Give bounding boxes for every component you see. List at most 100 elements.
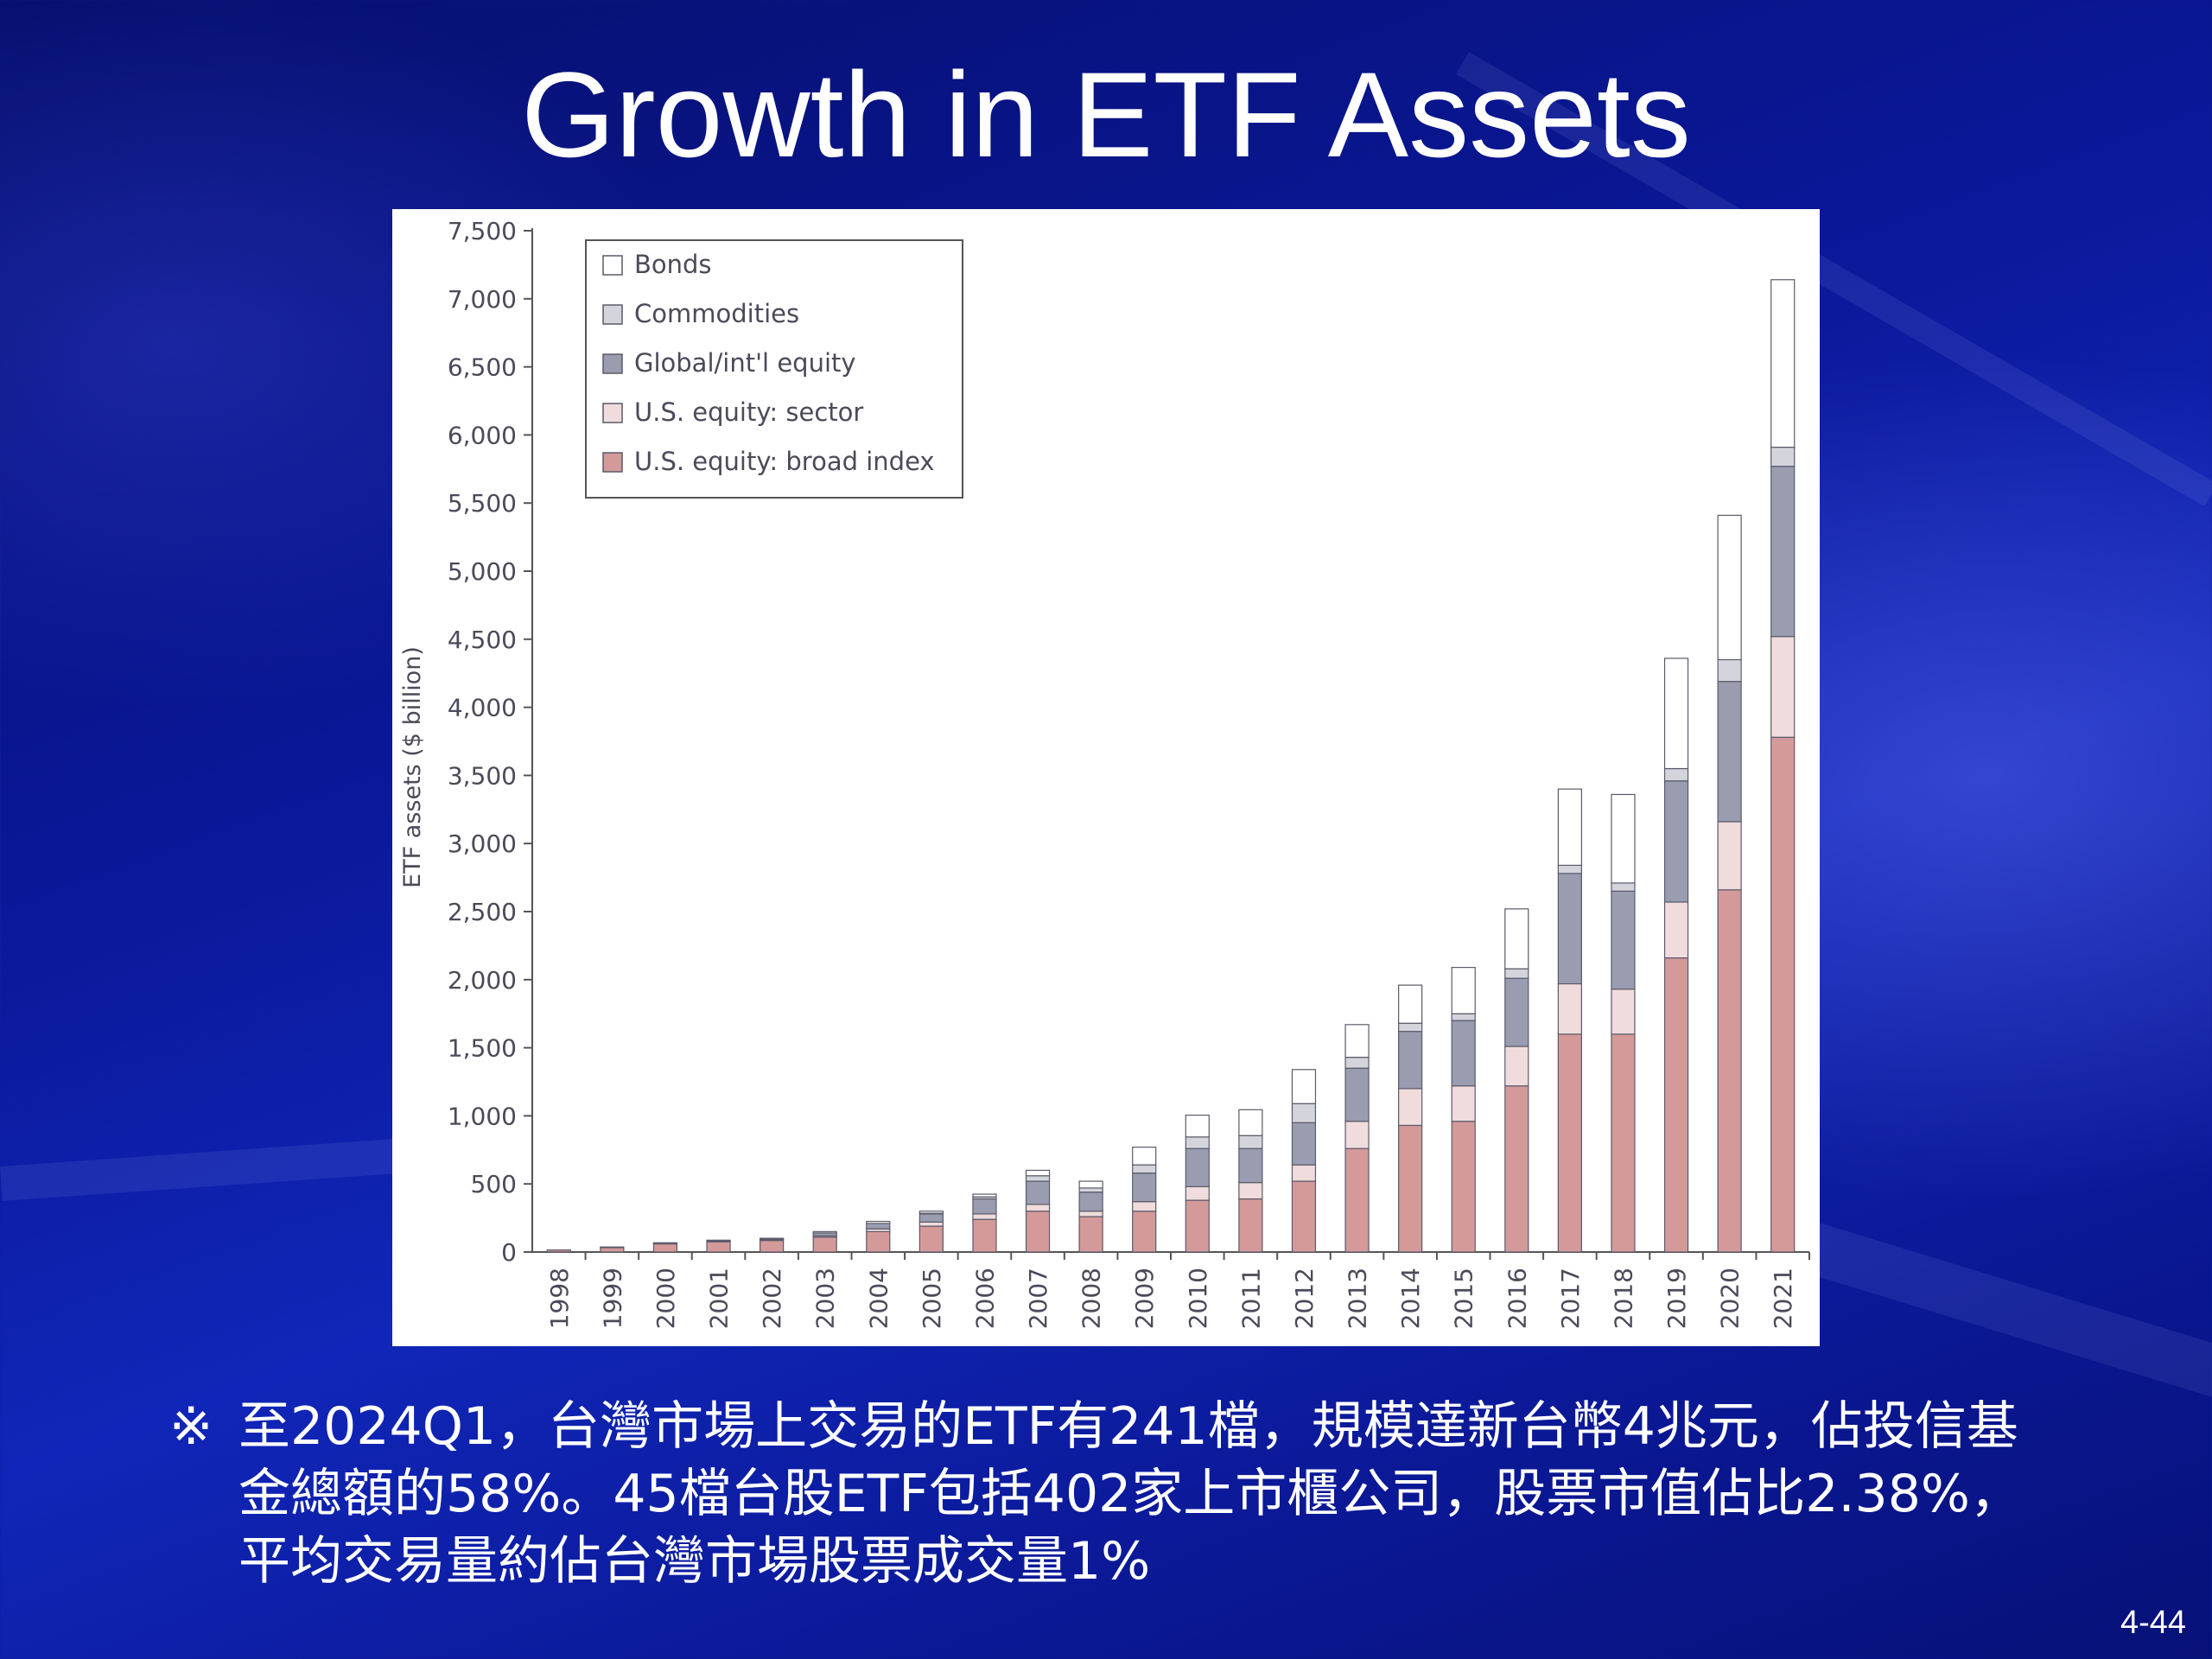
x-tick-label: 2009 [1130,1268,1159,1329]
bar-segment [1398,1124,1423,1253]
bar-segment [1398,1022,1423,1033]
footnote: ※ 至2024Q1，台灣市場上交易的ETF有241檔，規模達新台幣4兆元，佔投信… [169,1393,2027,1595]
bar-segment [1078,1180,1103,1189]
y-tick-label: 1,000 [448,1102,517,1130]
bar-segment [1717,658,1742,683]
bar-segment [706,1239,731,1242]
x-tick-label: 2001 [705,1268,734,1329]
bar-segment [760,1240,785,1253]
bar-segment [1557,873,1582,985]
bar-segment [1185,1147,1210,1187]
bar-segment [918,1225,944,1253]
bar-segment [1398,1031,1423,1090]
bar-segment [812,1230,837,1234]
x-tick-label: 2018 [1609,1268,1637,1329]
legend-box [585,239,963,499]
bar-segment [1025,1180,1051,1205]
bar-segment [1025,1211,1051,1253]
bar-segment [1663,767,1689,782]
bar-segment [866,1220,891,1224]
bar-segment [918,1211,944,1214]
legend-label: Commodities [634,299,799,328]
legend-label: Global/int'l equity [634,348,856,378]
y-tick-label: 6,500 [448,353,517,382]
bar-segment [1557,864,1582,874]
bar-segment [1291,1164,1317,1182]
x-tick-label: 2005 [918,1268,946,1329]
x-tick-label: 2017 [1556,1268,1585,1329]
bar-segment [1185,1199,1210,1253]
bar-segment [1611,988,1636,1035]
bar-series [546,279,1796,1253]
bar-segment [1291,1103,1317,1123]
bar-segment [1078,1211,1103,1217]
bar-segment [1451,1085,1476,1122]
bar-segment [918,1221,944,1227]
footnote-text: 至2024Q1，台灣市場上交易的ETF有241檔，規模達新台幣4兆元，佔投信基金… [238,1396,2022,1592]
bar-segment [600,1246,625,1249]
legend: Bonds Commodities Global/int'l equity U.S. … [585,239,963,499]
bar-segment [760,1237,785,1240]
x-tick-label: 2012 [1290,1268,1319,1329]
bar-segment [1717,681,1742,823]
bar-segment [1132,1211,1157,1253]
bar-segment [812,1236,837,1253]
bar-segment [1663,658,1689,770]
bar-segment [1291,1180,1317,1253]
x-tick-label: 2013 [1344,1268,1372,1329]
x-tick-label: 2010 [1184,1268,1212,1329]
bar-segment [1770,636,1796,738]
bar-segment [1025,1204,1051,1212]
legend-swatch [602,403,623,423]
bar-segment [1717,821,1742,891]
bar-segment [1132,1172,1157,1203]
bar-segment [1344,1121,1370,1149]
x-tick-label: 2020 [1716,1268,1745,1329]
bar-segment [652,1243,678,1253]
bar-segment [1078,1192,1103,1212]
bar-segment [546,1249,571,1253]
bar-segment [1663,780,1689,903]
bar-segment [1557,1033,1582,1253]
x-tick-label: 2007 [1024,1268,1052,1329]
x-tick-label: 2008 [1077,1268,1106,1329]
bar-segment [1025,1175,1051,1182]
legend-swatch [602,452,623,473]
bar-segment [1344,1147,1370,1253]
chart-panel: 0 500 1,000 1,500 2,000 2,500 3,000 3,500 4,000 4… [392,209,1820,1346]
bar-segment [1611,890,1636,990]
bar-segment [1078,1216,1103,1253]
x-axis: 1998 1999 2000 2001 2002 2003 2004 2005 2006 2007… [532,1251,1810,1329]
bar-segment [1344,1024,1370,1058]
legend-swatch [602,353,623,374]
bar-segment [1398,984,1423,1024]
y-tick-label: 2,500 [448,898,517,926]
bar-segment [1611,793,1636,884]
bar-segment [1770,446,1796,467]
legend-swatch [602,255,623,276]
y-tick-label: 0 [501,1238,517,1267]
bar-segment [1611,882,1636,892]
bar-segment [1132,1147,1157,1166]
bar-segment [1344,1057,1370,1069]
bar-segment [1238,1198,1263,1253]
x-tick-label: 2016 [1503,1268,1531,1329]
bar-segment [1238,1109,1263,1136]
page-number: 4-44 [2120,1605,2186,1641]
y-tick-label: 2,000 [448,966,517,995]
bar-segment [1025,1169,1051,1177]
bar-segment [1504,968,1529,979]
y-tick-label: 500 [471,1170,517,1198]
x-tick-label: 1999 [598,1268,626,1329]
legend-label: Bonds [634,250,712,279]
bar-segment [1770,466,1796,638]
y-tick-label: 3,500 [448,761,517,790]
bar-segment [1238,1135,1263,1149]
bar-segment [918,1213,944,1223]
bar-segment [1557,788,1582,867]
bar-segment [1770,279,1796,448]
bar-segment [1291,1122,1317,1166]
bar-segment [972,1218,997,1253]
bar-segment [1078,1187,1103,1193]
bar-segment [1238,1147,1263,1184]
